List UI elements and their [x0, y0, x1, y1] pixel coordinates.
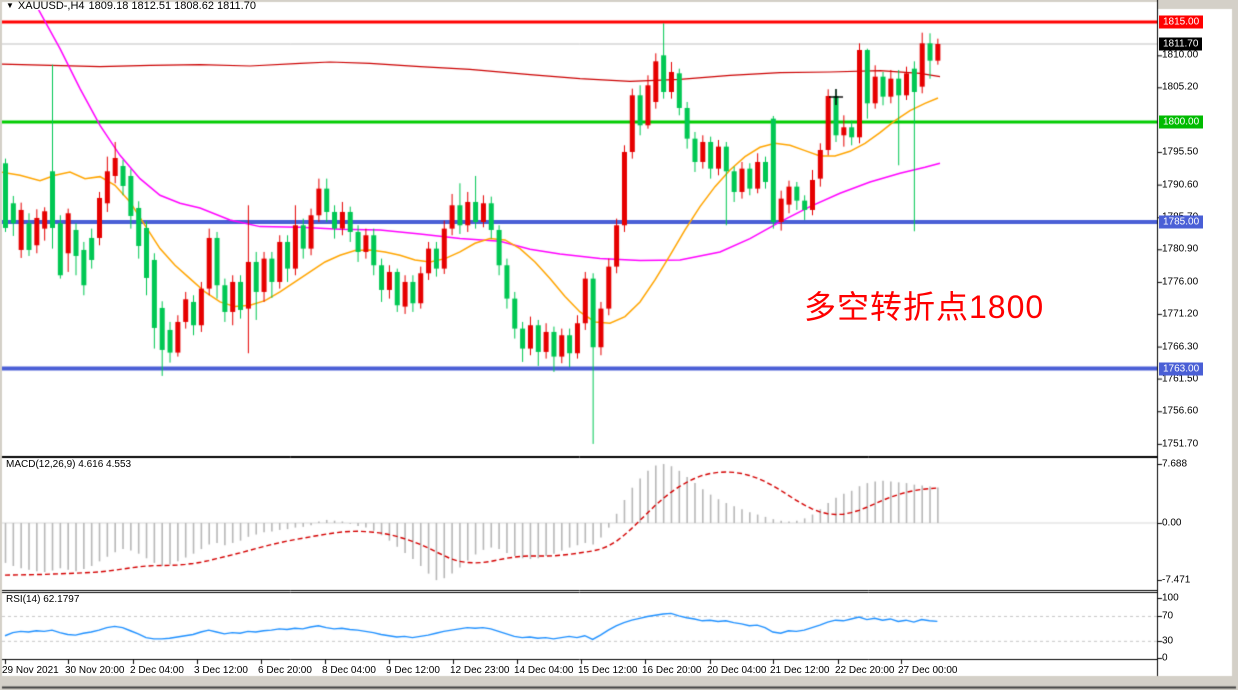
rsi-tick-label: 30	[1162, 635, 1174, 647]
time-tick-label: 27 Dec 00:00	[898, 665, 958, 676]
time-tick-label: 2 Dec 04:00	[130, 665, 184, 676]
chart-title-bar: ▼ XAUUSD-,H4 1809.18 1812.51 1808.62 181…	[6, 0, 256, 12]
price-tick-label: 1805.20	[1162, 81, 1199, 93]
macd-tick-label: 0.00	[1162, 517, 1182, 529]
price-level-badge: 1763.00	[1159, 362, 1204, 376]
time-tick-label: 15 Dec 12:00	[578, 665, 638, 676]
time-tick-label: 29 Nov 2021	[2, 665, 59, 676]
price-tick-label: 1780.90	[1162, 243, 1199, 255]
time-tick-label: 12 Dec 23:00	[450, 665, 510, 676]
symbol-dropdown-icon[interactable]: ▼	[6, 1, 14, 10]
price-level-badge: 1815.00	[1159, 15, 1204, 29]
time-tick-label: 8 Dec 04:00	[322, 665, 376, 676]
chart-annotation-text: 多空转折点1800	[804, 289, 1045, 325]
rsi-indicator-label: RSI(14) 62.1797	[6, 594, 80, 605]
price-level-badge: 1811.70	[1159, 37, 1203, 51]
price-tick-label: 1751.70	[1162, 438, 1199, 450]
macd-tick-label: -7.471	[1162, 574, 1191, 586]
price-tick-label: 1810.00	[1162, 49, 1199, 61]
symbol-label: XAUUSD-,H4	[17, 0, 85, 12]
time-tick-label: 3 Dec 12:00	[194, 665, 248, 676]
macd-tick-label: 7.688	[1162, 458, 1188, 470]
time-tick-label: 16 Dec 20:00	[642, 665, 702, 676]
time-tick-label: 6 Dec 20:00	[258, 665, 312, 676]
time-tick-label: 9 Dec 12:00	[386, 665, 440, 676]
ohlc-values: 1809.18 1812.51 1808.62 1811.70	[88, 0, 256, 12]
time-tick-label: 14 Dec 04:00	[514, 665, 574, 676]
rsi-tick-label: 100	[1162, 592, 1179, 604]
price-tick-label: 1766.30	[1162, 341, 1199, 353]
time-tick-label: 21 Dec 12:00	[770, 665, 830, 676]
price-tick-label: 1776.00	[1162, 276, 1199, 288]
price-tick-label: 1790.60	[1162, 179, 1199, 191]
price-tick-label: 1761.50	[1162, 373, 1199, 385]
time-tick-label: 22 Dec 20:00	[835, 665, 895, 676]
macd-indicator-label: MACD(12,26,9) 4.616 4.553	[6, 459, 132, 470]
price-level-badge: 1785.00	[1159, 215, 1204, 229]
rsi-tick-label: 70	[1162, 610, 1174, 622]
price-level-badge: 1800.00	[1159, 115, 1204, 129]
time-tick-label: 20 Dec 04:00	[707, 665, 767, 676]
price-tick-label: 1756.60	[1162, 405, 1199, 417]
price-tick-label: 1795.50	[1162, 146, 1199, 158]
time-tick-label: 30 Nov 20:00	[65, 665, 125, 676]
rsi-tick-label: 0	[1162, 652, 1168, 664]
price-tick-label: 1771.20	[1162, 308, 1199, 320]
